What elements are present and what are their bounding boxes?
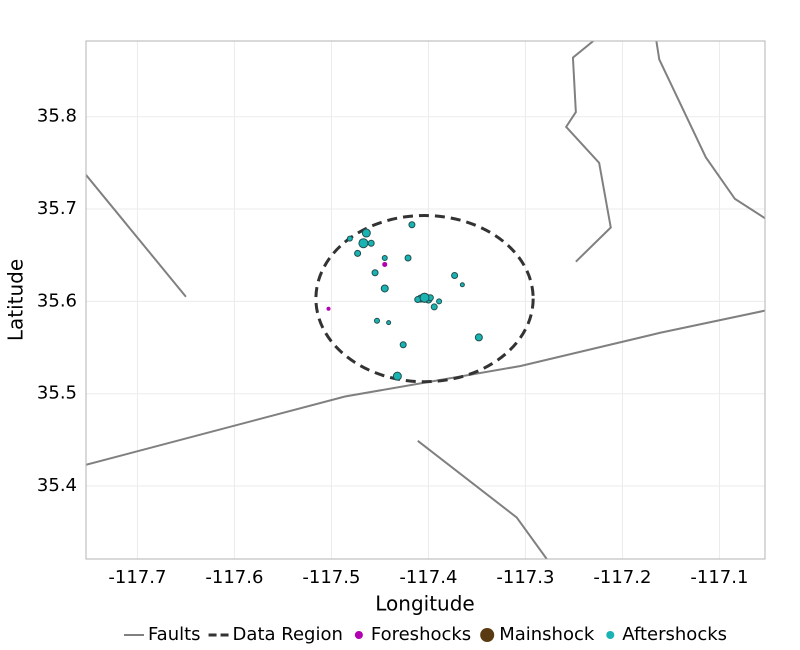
point <box>404 254 412 262</box>
x-tick-label: -117.2 <box>593 567 651 588</box>
legend-label: Data Region <box>233 624 343 645</box>
point <box>358 238 369 249</box>
point <box>380 284 389 293</box>
y-tick-label: 35.4 <box>37 475 77 496</box>
point <box>451 272 459 280</box>
point <box>399 341 407 349</box>
point <box>346 235 353 242</box>
panel-border <box>85 40 766 560</box>
point <box>459 282 465 288</box>
grid <box>86 41 765 559</box>
x-tick-label: -117.7 <box>108 567 166 588</box>
point <box>326 306 331 311</box>
data-region <box>314 214 535 384</box>
x-tick-label: -117.5 <box>302 567 360 588</box>
fault-line <box>417 440 548 559</box>
x-axis-label: Longitude <box>375 592 474 616</box>
x-tick-label: -117.3 <box>496 567 554 588</box>
legend-label: Mainshock <box>499 624 595 645</box>
point <box>371 269 379 277</box>
y-tick-label: 35.5 <box>37 383 77 404</box>
axes: -117.7 -117.6 -117.5 -117.4 -117.3 -117.2 -117… <box>37 106 749 588</box>
legend-item: Data Region <box>208 624 343 645</box>
fault-line <box>86 309 765 466</box>
point <box>430 303 438 311</box>
fault-line <box>655 41 765 220</box>
point <box>361 228 371 238</box>
legend-key <box>354 631 363 639</box>
legend-label: Aftershocks <box>622 624 727 645</box>
y-tick-label: 35.7 <box>37 198 77 219</box>
legend-key <box>480 628 495 642</box>
legend-item: Faults <box>123 624 201 645</box>
x-tick-label: -117.1 <box>690 567 748 588</box>
point <box>436 298 443 305</box>
point <box>381 254 388 261</box>
point <box>382 261 388 267</box>
point <box>386 320 392 326</box>
y-tick-label: 35.8 <box>37 106 77 127</box>
legend-label: Faults <box>148 624 201 645</box>
y-tick-label: 35.6 <box>37 290 77 311</box>
point <box>474 333 483 342</box>
legend-item: Mainshock <box>480 624 595 645</box>
plot-area <box>86 41 765 559</box>
legend-label: Foreshocks <box>371 624 471 645</box>
y-axis-label: Latitude <box>4 259 28 341</box>
point <box>408 221 416 229</box>
legend: Faults Data Region Foreshocks Mainshock Afte… <box>123 624 727 645</box>
point <box>392 371 402 381</box>
x-tick-label: -117.4 <box>399 567 457 588</box>
fault-line <box>86 174 187 298</box>
x-tick-label: -117.6 <box>205 567 263 588</box>
legend-item: Aftershocks <box>606 624 727 645</box>
legend-item: Foreshocks <box>354 624 471 645</box>
point <box>419 292 430 303</box>
point <box>367 239 375 247</box>
legend-key <box>606 631 615 639</box>
point <box>354 249 362 257</box>
fault-line <box>564 41 612 263</box>
point <box>374 317 380 324</box>
